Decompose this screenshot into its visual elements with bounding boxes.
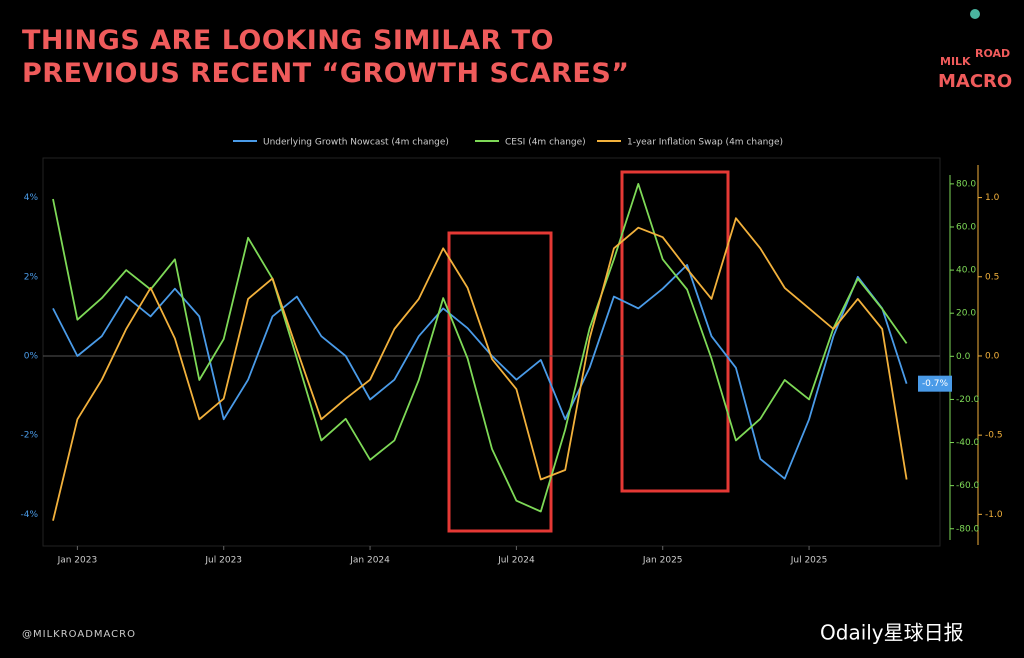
highlight-box bbox=[447, 231, 553, 533]
logo-balloon bbox=[970, 9, 980, 19]
y-tick-label: 4% bbox=[24, 193, 39, 203]
y2-tick-label: 20.0 bbox=[956, 309, 976, 319]
series-line bbox=[52, 217, 908, 521]
end-label-box bbox=[918, 375, 952, 392]
y3-tick-label: -0.5 bbox=[985, 431, 1003, 441]
plot-frame bbox=[42, 157, 941, 547]
y2-tick-label: 60.0 bbox=[956, 222, 976, 232]
y2-tick-label: 40.0 bbox=[956, 266, 976, 276]
legend-label: Underlying Growth Nowcast (4m change) bbox=[263, 138, 449, 148]
y3-tick-label: 0.5 bbox=[985, 272, 999, 282]
y3-tick-label: -1.0 bbox=[985, 510, 1003, 520]
y3-tick-label: 1.0 bbox=[985, 193, 1000, 203]
series-line bbox=[52, 264, 908, 480]
y2-tick-label: 0.0 bbox=[956, 352, 971, 362]
y2-tick-label: -80.0 bbox=[956, 524, 980, 534]
end-label: -0.7% bbox=[922, 379, 949, 389]
y2-tick-label: 80.0 bbox=[956, 179, 976, 189]
highlight-box bbox=[620, 170, 730, 493]
y2-tick-label: -20.0 bbox=[956, 395, 980, 405]
series-line bbox=[52, 183, 908, 513]
y3-tick-label: 0.0 bbox=[985, 351, 1000, 361]
y-tick-label: 0% bbox=[24, 351, 39, 361]
logo-text: ROAD bbox=[975, 47, 1010, 60]
logo-text: MILK bbox=[940, 55, 971, 68]
source: @MILKROADMACRO bbox=[22, 629, 136, 640]
logo: MILK ROAD MACRO bbox=[938, 9, 1012, 92]
legend-label: 1-year Inflation Swap (4m change) bbox=[627, 138, 783, 148]
logo-text: MACRO bbox=[938, 71, 1012, 92]
x-tick-label: Jul 2025 bbox=[790, 556, 828, 566]
y-tick-label: -4% bbox=[20, 510, 38, 520]
y-tick-label: -2% bbox=[20, 431, 38, 441]
legend-label: CESI (4m change) bbox=[505, 138, 586, 148]
chart-title: THINGS ARE LOOKING SIMILAR TO PREVIOUS R… bbox=[22, 25, 630, 89]
y-tick-label: 2% bbox=[24, 272, 39, 282]
x-tick-label: Jul 2024 bbox=[497, 556, 535, 566]
watermark: Odaily星球日报 bbox=[820, 621, 964, 645]
x-tick-label: Jan 2025 bbox=[642, 556, 683, 566]
x-tick-label: Jul 2023 bbox=[204, 556, 242, 566]
y2-tick-label: -60.0 bbox=[956, 481, 980, 491]
x-tick-label: Jan 2024 bbox=[349, 556, 390, 566]
x-tick-label: Jan 2023 bbox=[57, 556, 98, 566]
y2-tick-label: -40.0 bbox=[956, 438, 980, 448]
